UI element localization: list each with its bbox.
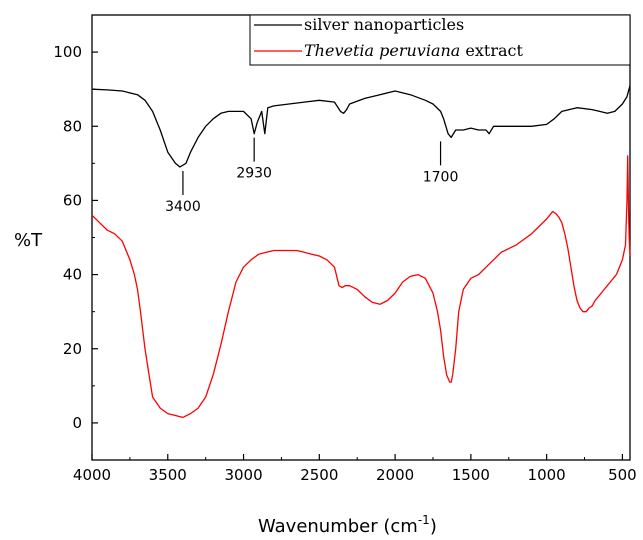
peak-label-2930: 2930 [236,166,272,182]
x-tick-label-2500: 2500 [300,466,338,484]
legend-label-thevetia: Thevetia peruviana extract [304,41,523,60]
x-axis-title-suffix: ) [430,516,437,537]
x-tick-label-3000: 3000 [224,466,262,484]
y-tick-label-0: 0 [72,414,82,432]
peak-label-3400: 3400 [165,199,201,215]
x-tick-label-500: 500 [608,466,637,484]
y-axis-title: %T [14,230,43,251]
x-tick-label-2000: 2000 [376,466,414,484]
legend-box [249,14,631,66]
series-line-thevetia-extract [91,155,631,419]
x-tick-label-3500: 3500 [149,466,187,484]
x-tick-label-4000: 4000 [73,466,111,484]
y-tick-label-80: 80 [63,117,82,135]
x-axis-title: Wavenumber (cm-1) [258,513,437,537]
x-axis-title-main: Wavenumber (cm [258,516,418,537]
peak-label-1700: 1700 [423,169,459,185]
y-axis: 0 20 40 60 80 100 [53,14,98,461]
legend-label-thevetia-italic: Thevetia peruviana [304,41,460,60]
x-tick-label-1000: 1000 [528,466,566,484]
annotation-layer: 3400 2930 1700 [165,137,459,215]
x-tick-label-1500: 1500 [452,466,490,484]
y-tick-label-40: 40 [63,266,82,284]
legend: silver nanoparticles Thevetia peruviana … [249,14,631,66]
legend-label-thevetia-rest: extract [460,41,523,60]
y-tick-label-60: 60 [63,191,82,209]
series-line-silver-nanoparticles [91,85,631,168]
series-layer [91,85,631,419]
x-axis: 4000 3500 3000 2500 2000 1500 1000 500 [73,454,637,484]
x-axis-title-superscript: -1 [418,513,430,527]
legend-label-silver: silver nanoparticles [304,15,464,34]
plot-frame [91,14,631,461]
y-tick-label-100: 100 [53,43,82,61]
y-tick-label-20: 20 [63,340,82,358]
